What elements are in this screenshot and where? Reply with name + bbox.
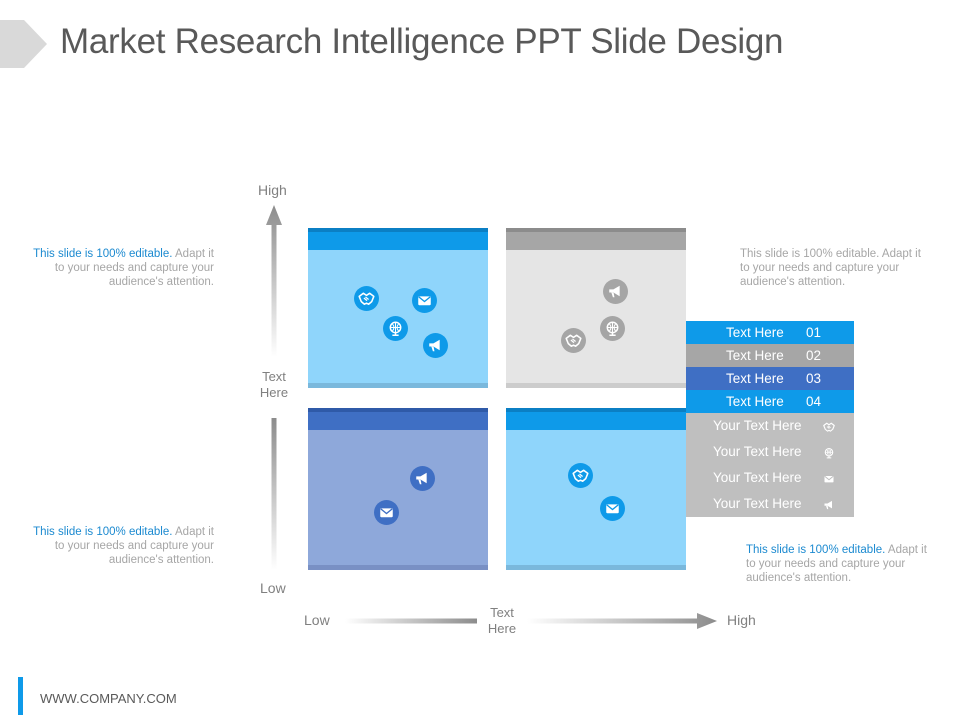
quadrant-footer: [308, 565, 488, 570]
handshake-icon: [561, 328, 586, 353]
legend-row-label: Text Here: [726, 371, 784, 386]
description-highlight: This slide is 100% editable.: [740, 248, 880, 260]
quadrant-bottom-right: [506, 408, 686, 570]
handshake-icon: [568, 463, 593, 488]
description-highlight: This slide is 100% editable.: [33, 526, 173, 538]
quadrant-header-band: [308, 228, 488, 250]
quadrant-bottom-left: [308, 408, 488, 570]
legend-row-04: Text Here 04: [686, 390, 854, 413]
description-highlight: This slide is 100% editable.: [33, 248, 173, 260]
globe-icon: [600, 316, 625, 341]
megaphone-icon: [603, 279, 628, 304]
y-axis-high-label: High: [258, 182, 287, 198]
y-axis-arrow-up: [266, 205, 282, 357]
quadrant-top-right: [506, 228, 686, 388]
legend-row-number: 01: [806, 325, 822, 340]
description-bottom-right: This slide is 100% editable. Adapt it to…: [746, 543, 936, 585]
quadrant-footer: [308, 383, 488, 388]
legend-item-handshake: Your Text Here: [686, 413, 854, 439]
legend-item-mail: Your Text Here: [686, 465, 854, 491]
description-text: Adapt it to your needs and capture your …: [746, 544, 927, 584]
y-axis-low-label: Low: [260, 580, 286, 596]
legend-item-globe: Your Text Here: [686, 439, 854, 465]
y-axis-mid-text: Text Here: [259, 369, 289, 400]
quadrant-footer: [506, 383, 686, 388]
description-top-right: This slide is 100% editable. Adapt it to…: [740, 247, 930, 289]
legend-item-label: Your Text Here: [713, 470, 802, 485]
legend-item-label: Your Text Here: [713, 496, 802, 511]
y-axis-bar-down: [271, 418, 277, 570]
legend-row-number: 02: [806, 348, 822, 363]
description-text: Adapt it to your needs and capture your …: [54, 526, 214, 566]
y-axis-mid-label: Text Here: [250, 369, 298, 401]
x-axis-mid-label: Text Here: [478, 605, 526, 637]
globe-icon: [383, 316, 408, 341]
mail-icon: [412, 288, 437, 313]
legend-row-label: Text Here: [726, 325, 784, 340]
globe-icon: [820, 444, 838, 462]
page-title: Market Research Intelligence PPT Slide D…: [60, 22, 784, 61]
description-bottom-left: This slide is 100% editable. Adapt it to…: [24, 525, 214, 567]
x-axis-mid-text: Text Here: [487, 605, 517, 636]
quadrant-header-band: [506, 408, 686, 430]
description-highlight: This slide is 100% editable.: [746, 544, 886, 556]
legend-item-label: Your Text Here: [713, 418, 802, 433]
mail-icon: [374, 500, 399, 525]
handshake-icon: [354, 286, 379, 311]
legend-row-03: Text Here 03: [686, 367, 854, 390]
header-chevron: [0, 20, 47, 68]
legend-row-number: 04: [806, 394, 822, 409]
legend-row-number: 03: [806, 371, 822, 386]
footer-url[interactable]: WWW.COMPANY.COM: [40, 691, 177, 706]
megaphone-icon: [820, 496, 838, 514]
megaphone-icon: [410, 466, 435, 491]
megaphone-icon: [423, 333, 448, 358]
quadrant-header-band: [506, 228, 686, 250]
quadrant-footer: [506, 565, 686, 570]
quadrant-header-band: [308, 408, 488, 430]
legend-row-label: Text Here: [726, 348, 784, 363]
x-axis-bar-left: [345, 618, 477, 624]
legend-row-label: Text Here: [726, 394, 784, 409]
x-axis-high-label: High: [727, 612, 756, 628]
footer-accent-bar: [18, 677, 23, 715]
mail-icon: [820, 470, 838, 488]
description-text: Adapt it to your needs and capture your …: [54, 248, 214, 288]
description-top-left: This slide is 100% editable. Adapt it to…: [24, 247, 214, 289]
handshake-icon: [820, 418, 838, 436]
x-axis-low-label: Low: [304, 612, 330, 628]
legend-row-01: Text Here 01: [686, 321, 854, 344]
mail-icon: [600, 496, 625, 521]
quadrant-top-left: [308, 228, 488, 388]
legend-item-label: Your Text Here: [713, 444, 802, 459]
legend-row-02: Text Here 02: [686, 344, 854, 367]
legend-item-megaphone: Your Text Here: [686, 491, 854, 517]
description-text: Adapt it to your needs and capture your …: [740, 248, 921, 288]
x-axis-arrow-right: [527, 613, 717, 629]
